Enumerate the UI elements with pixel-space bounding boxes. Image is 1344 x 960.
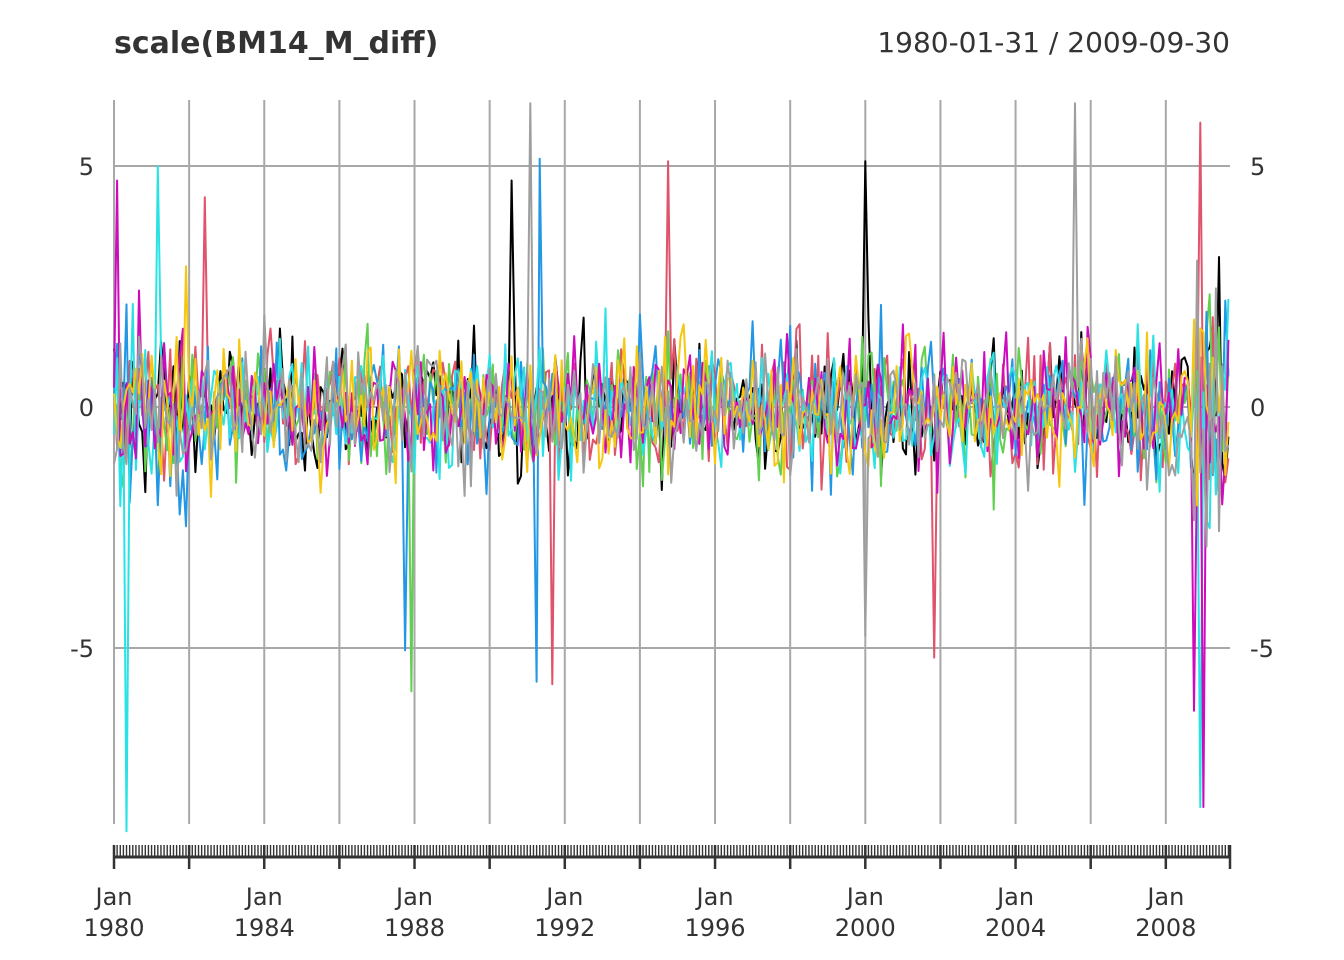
series-line-7 bbox=[113, 265, 1230, 507]
x-tick-label-month: Jan bbox=[695, 883, 734, 911]
y-tick-label-left: 0 bbox=[79, 394, 94, 422]
y-tick-label-right: 5 bbox=[1250, 153, 1265, 181]
x-tick-label-year: 2000 bbox=[835, 914, 896, 942]
x-tick-label-month: Jan bbox=[995, 883, 1034, 911]
x-tick-label-year: 1996 bbox=[685, 914, 746, 942]
y-tick-label-right: 0 bbox=[1250, 394, 1265, 422]
y-tick-label-right: -5 bbox=[1250, 635, 1274, 663]
x-tick-label-year: 1988 bbox=[384, 914, 445, 942]
chart-title: scale(BM14_M_diff) bbox=[114, 26, 439, 61]
x-tick-label-month: Jan bbox=[544, 883, 583, 911]
y-tick-label-left: 5 bbox=[79, 153, 94, 181]
x-tick-label-month: Jan bbox=[94, 883, 133, 911]
x-tick-label-year: 2008 bbox=[1135, 914, 1196, 942]
x-tick-label-month: Jan bbox=[845, 883, 884, 911]
date-range-label: 1980-01-31 / 2009-09-30 bbox=[877, 26, 1230, 59]
x-tick-label-year: 2004 bbox=[985, 914, 1046, 942]
axes: 5 5 0 0 -5 -5 Jan 1980 Jan 1984 Jan 1988 Jan 1992 Jan 1… bbox=[70, 153, 1274, 942]
x-tick-label-month: Jan bbox=[394, 883, 433, 911]
series-line-8 bbox=[113, 102, 1230, 637]
x-tick-label-year: 1992 bbox=[534, 914, 595, 942]
x-tick-label-year: 1984 bbox=[234, 914, 295, 942]
series-line-5 bbox=[113, 165, 1230, 833]
x-tick-label-month: Jan bbox=[1145, 883, 1184, 911]
x-tick-label-year: 1980 bbox=[83, 914, 144, 942]
y-tick-label-left: -5 bbox=[70, 635, 94, 663]
x-tick-label-month: Jan bbox=[244, 883, 283, 911]
series-line-6 bbox=[113, 179, 1230, 809]
series-lines bbox=[113, 102, 1230, 833]
